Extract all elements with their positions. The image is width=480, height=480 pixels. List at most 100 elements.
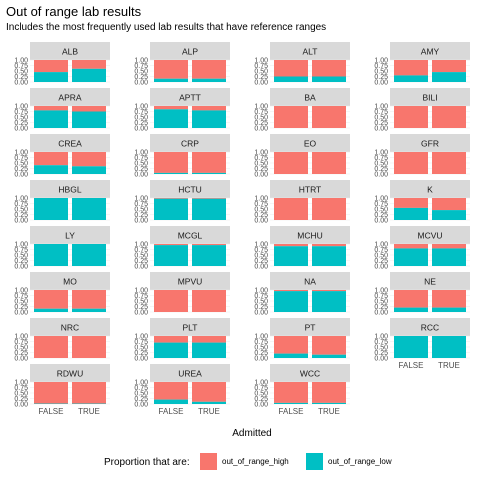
facet-label-rdwu: RDWU (57, 369, 83, 379)
y-tick-label: 0.50 (254, 69, 268, 76)
y-tick-label: 0.75 (254, 109, 268, 116)
y-tick-label: 0.75 (374, 109, 388, 116)
bar-high-rdwu-true (72, 382, 106, 404)
bar-low-k-false (394, 207, 428, 220)
y-tick-label: 1.00 (374, 242, 388, 249)
facet-label-alt: ALT (303, 47, 318, 57)
y-tick-label: 0.50 (374, 345, 388, 352)
y-tick-label: 1.00 (254, 104, 268, 111)
bar-low-mchu-true (312, 246, 346, 266)
y-tick-label: 0.50 (14, 161, 28, 168)
bar-high-apra-true (72, 106, 106, 112)
facet-label-hbgl: HBGL (58, 185, 81, 195)
bar-low-alt-false (274, 76, 308, 82)
bar-high-ne-true (432, 290, 466, 308)
bar-low-k-true (432, 210, 466, 220)
y-tick-label: 1.00 (374, 104, 388, 111)
y-tick-label: 0.75 (254, 63, 268, 70)
y-tick-label: 0.00 (374, 264, 388, 271)
facet-label-alb: ALB (62, 47, 78, 57)
bar-high-crp-true (192, 152, 226, 173)
facet-label-rcc: RCC (421, 323, 439, 333)
y-tick-label: 0.00 (254, 402, 268, 409)
bar-high-alp-false (154, 60, 188, 79)
y-tick-label: 0.75 (374, 63, 388, 70)
facet-label-crp: CRP (181, 139, 199, 149)
y-tick-label: 0.00 (14, 80, 28, 87)
facet-strip-k (390, 180, 470, 198)
bar-low-wcc-true (312, 402, 346, 404)
bar-low-ne-true (432, 307, 466, 312)
bar-high-na-false (274, 290, 308, 292)
y-tick-label: 0.75 (254, 201, 268, 208)
bar-low-na-true (312, 291, 346, 312)
y-tick-label: 0.50 (14, 207, 28, 214)
y-tick-label: 0.00 (374, 126, 388, 133)
y-tick-label: 0.50 (134, 115, 148, 122)
y-tick-label: 1.00 (134, 380, 148, 387)
facet-label-mpvu: MPVU (178, 277, 203, 287)
bar-high-crea-true (72, 152, 106, 167)
y-tick-label: 0.25 (134, 258, 148, 265)
bar-low-mcgl-false (154, 245, 188, 266)
y-tick-label: 1.00 (254, 150, 268, 157)
y-tick-label: 0.50 (374, 115, 388, 122)
y-tick-label: 0.25 (14, 166, 28, 173)
bar-low-alp-true (192, 78, 226, 82)
facet-label-bili: BILI (422, 93, 437, 103)
bar-high-urea-true (192, 382, 226, 402)
bar-low-ly-false (34, 244, 68, 266)
bar-high-aptt-true (192, 106, 226, 111)
facet-strip-rdwu (30, 364, 110, 382)
facet-label-mo: MO (63, 277, 77, 287)
bar-high-alp-true (192, 60, 226, 79)
bar-low-pt-true (312, 354, 346, 358)
bar-high-aptt-false (154, 106, 188, 110)
y-tick-label: 0.00 (374, 356, 388, 363)
bar-low-apra-false (34, 110, 68, 128)
facet-label-gfr: GFR (421, 139, 439, 149)
legend-label-out_of_range_low: out_of_range_low (328, 457, 392, 466)
y-tick-label: 1.00 (14, 104, 28, 111)
y-tick-label: 0.75 (254, 155, 268, 162)
bar-high-amy-true (432, 60, 466, 73)
bar-low-mchu-false (274, 246, 308, 266)
facet-label-ly: LY (65, 231, 75, 241)
bar-low-alb-false (34, 72, 68, 82)
y-tick-label: 0.75 (374, 201, 388, 208)
y-tick-label: 1.00 (254, 380, 268, 387)
y-tick-label: 0.25 (254, 166, 268, 173)
y-tick-label: 0.75 (134, 339, 148, 346)
facet-label-nrc: NRC (61, 323, 79, 333)
facet-strip-alp (150, 42, 230, 60)
facet-strip-mcvu (390, 226, 470, 244)
y-tick-label: 1.00 (134, 150, 148, 157)
y-tick-label: 0.50 (14, 345, 28, 352)
bar-high-hctu-false (154, 198, 188, 199)
bar-low-amy-true (432, 72, 466, 82)
y-tick-label: 0.75 (14, 63, 28, 70)
facet-label-crea: CREA (58, 139, 82, 149)
bar-low-plt-true (192, 342, 226, 358)
bar-high-gfr-false (394, 152, 428, 174)
bar-high-hctu-true (192, 198, 226, 199)
bar-low-apra-true (72, 111, 106, 128)
y-tick-label: 0.75 (374, 155, 388, 162)
y-tick-label: 1.00 (374, 196, 388, 203)
x-tick-label-true: TRUE (198, 407, 220, 416)
y-tick-label: 1.00 (14, 58, 28, 65)
bar-high-alt-true (312, 60, 346, 77)
facet-strip-aptt (150, 88, 230, 106)
y-tick-label: 0.50 (254, 115, 268, 122)
y-tick-label: 0.00 (134, 218, 148, 225)
y-tick-label: 0.00 (134, 402, 148, 409)
y-tick-label: 0.75 (254, 247, 268, 254)
bar-low-hctu-false (154, 198, 188, 220)
bar-low-pt-false (274, 353, 308, 358)
facet-strip-mcgl (150, 226, 230, 244)
y-tick-label: 0.00 (134, 356, 148, 363)
x-tick-label-false: FALSE (159, 407, 184, 416)
y-tick-label: 0.25 (14, 258, 28, 265)
facet-strip-mpvu (150, 272, 230, 290)
y-tick-label: 0.00 (374, 172, 388, 179)
